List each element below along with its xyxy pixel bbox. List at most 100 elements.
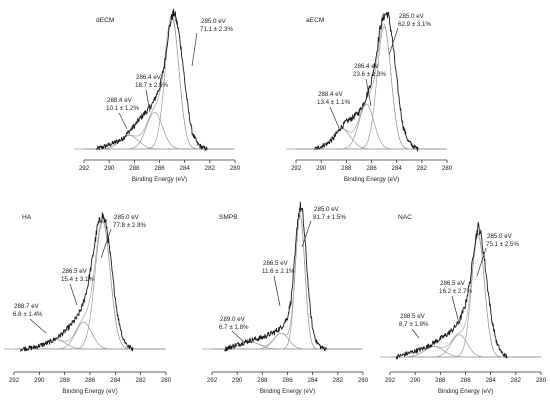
x-tick-label: 280 <box>442 165 453 172</box>
peak-annotation-energy: 285.0 eV <box>399 13 425 20</box>
x-axis-label: Binding Energy (eV) <box>438 388 493 395</box>
peak-annotation-percent: 75.1 ± 2.5% <box>486 241 519 248</box>
peak-annotation-energy: 286.5 eV <box>440 280 466 287</box>
spectrum-line <box>96 8 208 151</box>
annotation-pointer <box>301 220 312 248</box>
panel-decm: dECM 292 290 288 286 284 282 280 Binding Energy … <box>74 8 241 183</box>
x-tick-label: 292 <box>79 165 90 172</box>
peak-annotation-energy: 285.0 eV <box>314 206 340 213</box>
x-tick-label: 290 <box>410 377 421 384</box>
fit-peak-3 <box>84 135 235 150</box>
annotation-pointer <box>191 32 198 67</box>
fit-peak-2 <box>390 334 541 358</box>
x-tick-label: 284 <box>180 165 191 172</box>
fit-peak-2 <box>14 321 166 350</box>
peak-annotation-energy: 286.4 eV <box>136 74 162 81</box>
fit-peak-1 <box>390 234 541 358</box>
x-axis-label: Binding Energy (eV) <box>344 176 399 183</box>
annotation-pointer <box>145 89 151 113</box>
peak-annotation-percent: 11.6 ± 2.1% <box>262 268 295 275</box>
x-tick-label: 292 <box>385 377 396 384</box>
peak-annotation-percent: 71.1 ± 2.3% <box>200 26 233 33</box>
x-tick-label: 286 <box>85 377 96 384</box>
fit-envelope <box>84 14 235 150</box>
panel-aecm: aECM 292 290 288 286 284 282 280 Binding Energy … <box>286 11 453 183</box>
x-tick-label: 286 <box>154 165 165 172</box>
x-tick-label: 290 <box>104 165 115 172</box>
x-tick-label: 280 <box>161 377 172 384</box>
x-tick-label: 290 <box>232 377 243 384</box>
annotation-pointer <box>411 328 420 339</box>
x-tick-label: 288 <box>257 377 268 384</box>
peak-annotation-energy: 286.5 eV <box>263 260 289 267</box>
panel-nac: NAC 292 290 288 286 284 282 280 Binding Energy (… <box>380 214 547 395</box>
x-tick-label: 284 <box>486 377 497 384</box>
x-tick-label: 280 <box>230 165 241 172</box>
x-tick-label: 280 <box>536 377 547 384</box>
x-axis-label: Binding Energy (eV) <box>62 388 117 395</box>
x-axis-label: Binding Energy (eV) <box>132 176 187 183</box>
x-tick-label: 288 <box>129 165 140 172</box>
spectrum-line <box>19 212 134 352</box>
peak-annotation-energy: 286.4 eV <box>354 63 380 70</box>
peak-annotation-energy: 285.0 eV <box>114 214 140 221</box>
annotation-pointer <box>100 228 112 259</box>
peak-annotation-energy: 285.0 eV <box>487 233 513 240</box>
x-tick-label: 290 <box>316 165 327 172</box>
peak-annotation-percent: 13.4 ± 1.1% <box>317 99 350 106</box>
peak-annotation-energy: 289.0 eV <box>220 316 246 323</box>
peak-annotation-percent: 6.8 ± 1.4% <box>13 311 43 318</box>
x-axis-label: Binding Energy (eV) <box>260 388 315 395</box>
x-tick-label: 288 <box>60 377 71 384</box>
peak-annotation-energy: 288.5 eV <box>400 313 426 320</box>
peak-annotation-percent: 6.7 ± 1.8% <box>219 324 249 331</box>
x-tick-label: 284 <box>392 165 403 172</box>
panel-smpb: SMPB 292 290 288 286 284 282 280 Binding Energy … <box>202 201 369 395</box>
annotation-pointer <box>365 78 372 107</box>
fit-peak-1 <box>14 221 166 350</box>
x-tick-label: 292 <box>9 377 20 384</box>
x-tick-label: 282 <box>205 165 216 172</box>
peak-annotation-energy: 288.4 eV <box>107 97 133 104</box>
x-tick-label: 282 <box>136 377 147 384</box>
fit-envelope <box>390 233 541 358</box>
annotation-pointer <box>273 275 281 307</box>
x-tick-label: 286 <box>460 377 471 384</box>
annotation-pointer <box>476 247 487 277</box>
peak-annotation-percent: 62.9 ± 3.1% <box>398 21 431 28</box>
peak-annotation-percent: 18.7 ± 2.5% <box>135 82 168 89</box>
x-tick-label: 292 <box>291 165 302 172</box>
spectrum-line <box>314 11 419 152</box>
peak-annotation-percent: 23.6 ± 2.3% <box>353 71 386 78</box>
peak-annotation-percent: 81.7 ± 1.5% <box>313 214 346 221</box>
panel-title: HA <box>22 214 32 221</box>
spectrum-line <box>395 221 508 360</box>
annotation-pointer <box>29 318 47 334</box>
x-tick-label: 282 <box>333 377 344 384</box>
peak-annotation-percent: 77.8 ± 2.9% <box>113 222 146 229</box>
panel-ha: HA 292 290 288 286 284 282 280 Binding Energy (e… <box>4 212 172 395</box>
panel-title: aECM <box>306 17 324 24</box>
x-tick-label: 288 <box>341 165 352 172</box>
panel-title: SMPB <box>219 214 238 221</box>
peak-annotation-energy: 288.7 eV <box>14 303 40 310</box>
annotation-pointer <box>451 295 460 324</box>
annotation-pointer <box>231 330 246 344</box>
x-tick-label: 282 <box>511 377 522 384</box>
fit-peak-1 <box>296 26 447 150</box>
x-tick-label: 284 <box>110 377 121 384</box>
peak-annotation-percent: 16.2 ± 2.7% <box>439 288 472 295</box>
fit-envelope <box>14 219 166 350</box>
x-tick-label: 288 <box>435 377 446 384</box>
peak-annotation-energy: 288.4 eV <box>318 91 344 98</box>
x-tick-label: 292 <box>207 377 218 384</box>
peak-annotation-energy: 286.5 eV <box>62 268 88 275</box>
x-tick-label: 280 <box>358 377 369 384</box>
peak-annotation-percent: 8.7 ± 1.9% <box>399 321 429 328</box>
x-tick-label: 290 <box>34 377 45 384</box>
x-tick-label: 286 <box>366 165 377 172</box>
fit-envelope <box>296 23 447 150</box>
x-tick-label: 286 <box>282 377 293 384</box>
panel-title: NAC <box>398 214 412 221</box>
